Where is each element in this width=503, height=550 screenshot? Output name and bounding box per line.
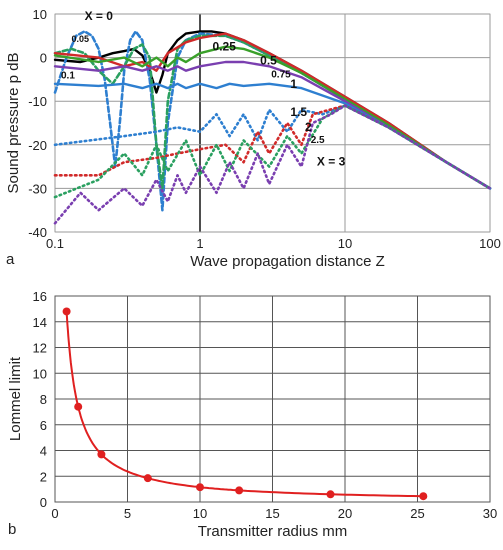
series-line — [53, 104, 492, 225]
series-line — [53, 45, 492, 190]
y-tick-label: 14 — [33, 315, 47, 330]
x-tick-label: 10 — [193, 506, 207, 521]
y-tick-label: -10 — [28, 94, 47, 109]
y-tick-label: -30 — [28, 181, 47, 196]
x-tick-label: 0.1 — [46, 236, 64, 251]
x-tick-label: 1 — [196, 236, 203, 251]
data-point — [196, 483, 204, 492]
data-point — [62, 307, 71, 316]
y-tick-label: -20 — [28, 138, 47, 153]
series-line — [53, 82, 492, 190]
curve-label: 0.75 — [271, 70, 291, 81]
x-tick-label: 20 — [338, 506, 352, 521]
y-tick-label: 16 — [33, 289, 47, 304]
y-tick-label: 10 — [33, 7, 47, 22]
y-tick-label: 10 — [33, 366, 47, 381]
y-tick-label: 8 — [40, 392, 47, 407]
series-line — [53, 32, 492, 190]
y-axis-title: Sound pressure p dB — [5, 53, 22, 194]
curve-label: 0.25 — [213, 40, 237, 54]
data-point — [235, 486, 244, 495]
y-tick-label: 0 — [40, 51, 47, 66]
data-point — [326, 490, 335, 499]
data-point — [97, 450, 106, 459]
curve-label: 1 — [290, 77, 297, 91]
y-tick-label: 6 — [40, 418, 47, 433]
series-line — [53, 60, 492, 190]
y-tick-label: 4 — [40, 444, 47, 459]
data-point — [74, 402, 83, 411]
x-axis-title: Transmitter radius mm — [198, 523, 347, 540]
panel-label-b: b — [8, 521, 16, 538]
lommel-limit-chart: 0 5 10 15 20 25 30 0 2 4 6 8 10 12 14 16 Transmitter rad… — [7, 289, 497, 540]
x-tick-label: 30 — [483, 506, 497, 521]
x-tick-label: 5 — [124, 506, 131, 521]
curve-label: 0.5 — [260, 54, 277, 68]
x-tick-label: 0 — [51, 506, 58, 521]
curve-label: 0.05 — [72, 34, 90, 44]
x-tick-label: 100 — [479, 236, 501, 251]
x-tick-label: 25 — [410, 506, 424, 521]
data-point — [419, 492, 428, 501]
y-tick-label: 0 — [40, 495, 47, 510]
curve-label: 0.1 — [61, 71, 75, 82]
curve-label: 1.5 — [290, 105, 307, 119]
curve-label: X = 3 — [317, 155, 346, 169]
x-axis-title: Wave propagation distance Z — [190, 253, 385, 270]
y-tick-label: -40 — [28, 225, 47, 240]
panel-label-a: a — [6, 251, 15, 268]
data-point — [143, 474, 152, 483]
y-tick-label: 12 — [33, 341, 47, 356]
y-tick-label: 2 — [40, 469, 47, 484]
curve-label: X = 0 — [85, 9, 114, 23]
curve-label: 2.5 — [311, 135, 325, 146]
y-axis-title: Lommel limit — [7, 356, 24, 441]
x-tick-label: 15 — [265, 506, 279, 521]
series-line — [65, 311, 424, 498]
series-line — [53, 30, 492, 212]
x-tick-label: 10 — [338, 236, 352, 251]
curve-label: 2 — [305, 120, 312, 134]
